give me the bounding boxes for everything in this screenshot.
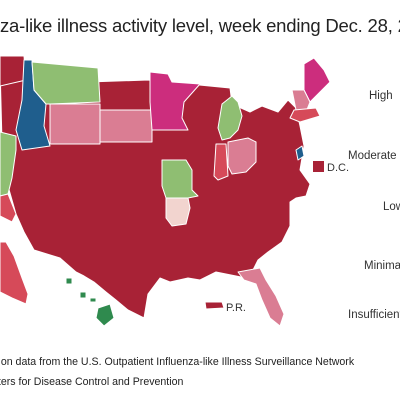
legend-minimal: Minima xyxy=(364,260,400,272)
state-hawaii-big-island xyxy=(95,303,115,327)
source-line-2: nters for Disease Control and Prevention xyxy=(0,376,184,388)
state-new-hampshire xyxy=(291,89,311,113)
legend-moderate: Moderate xyxy=(348,150,397,162)
state-nevada xyxy=(0,131,17,197)
state-maine xyxy=(303,57,331,103)
us-states-map: D.C. P.R. xyxy=(0,55,349,327)
dc-swatch xyxy=(313,161,324,172)
source-line-1: d on data from the U.S. Outpatient Influ… xyxy=(0,356,355,368)
legend-high: High xyxy=(369,90,393,102)
state-massachusetts xyxy=(289,107,321,123)
state-hawaii xyxy=(65,277,73,285)
legend-insufficient: Insufficient xyxy=(348,309,400,321)
state-south-dakota xyxy=(99,109,153,143)
map-title: za-like illness activity level, week end… xyxy=(0,15,400,36)
state-indiana xyxy=(213,143,229,181)
state-missouri xyxy=(161,159,199,199)
state-michigan xyxy=(217,95,243,141)
state-wyoming xyxy=(49,103,101,145)
territory-puerto-rico xyxy=(204,301,225,310)
state-florida xyxy=(237,267,285,327)
state-montana xyxy=(31,61,101,105)
dc-label: D.C. xyxy=(327,162,349,174)
state-delaware xyxy=(295,145,305,161)
source-note: d on data from the U.S. Outpatient Influ… xyxy=(0,352,400,392)
legend-low: Low xyxy=(383,201,400,213)
state-ohio xyxy=(227,137,257,175)
pr-label: P.R. xyxy=(226,302,246,314)
state-arkansas xyxy=(165,197,191,227)
state-minnesota xyxy=(149,71,201,131)
state-hawaii-islands xyxy=(79,291,97,303)
state-california-south xyxy=(0,193,17,223)
state-alaska xyxy=(0,241,29,305)
